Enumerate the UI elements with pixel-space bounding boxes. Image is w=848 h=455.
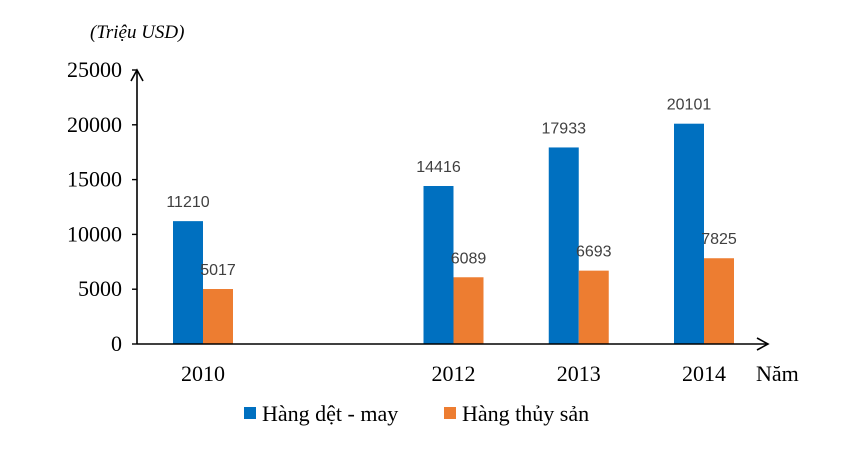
x-tick-label: 2014	[682, 361, 726, 386]
bar-value-label: 11210	[166, 194, 209, 211]
bar-textile	[173, 221, 203, 344]
y-tick-label: 25000	[67, 57, 122, 82]
legend-label-textile: Hàng dệt - may	[262, 401, 398, 426]
x-axis-ticks: 2010 2012 2013 2014	[181, 361, 726, 386]
bar-labels-group: 11210 14416 17933 20101 5017 6089 6693 7825	[166, 97, 737, 279]
legend-swatch-seafood	[444, 407, 456, 419]
bar-value-label: 5017	[200, 262, 236, 279]
bar-value-label: 6089	[451, 250, 487, 267]
y-tick-label: 20000	[67, 112, 122, 137]
y-tick-label: 5000	[78, 276, 122, 301]
bars-group	[173, 123, 734, 344]
x-axis-label: Năm	[756, 361, 799, 386]
legend: Hàng dệt - may Hàng thủy sản	[244, 401, 589, 426]
bar-value-label: 17933	[542, 120, 587, 137]
x-tick-label: 2013	[557, 361, 601, 386]
bar-seafood	[704, 258, 734, 344]
legend-label-seafood: Hàng thủy sản	[462, 401, 589, 426]
x-tick-label: 2010	[181, 361, 225, 386]
y-tick-label: 0	[111, 331, 122, 356]
legend-swatch-textile	[244, 407, 256, 419]
x-tick-label: 2012	[432, 361, 476, 386]
bar-textile	[674, 123, 704, 344]
bar-value-label: 6693	[576, 244, 612, 261]
bar-seafood	[578, 270, 609, 344]
bar-value-label: 14416	[416, 159, 461, 176]
bar-value-label: 20101	[667, 97, 712, 114]
y-axis-label: (Triệu USD)	[90, 22, 184, 43]
bar-textile	[423, 186, 454, 344]
bar-value-label: 7825	[701, 231, 737, 248]
bar-seafood	[203, 289, 233, 344]
bar-seafood	[453, 277, 484, 344]
y-axis-ticks: 25000 20000 15000 10000 5000 0	[67, 57, 137, 356]
bar-textile	[548, 147, 579, 344]
y-tick-label: 10000	[67, 221, 122, 246]
y-tick-label: 15000	[67, 167, 122, 192]
